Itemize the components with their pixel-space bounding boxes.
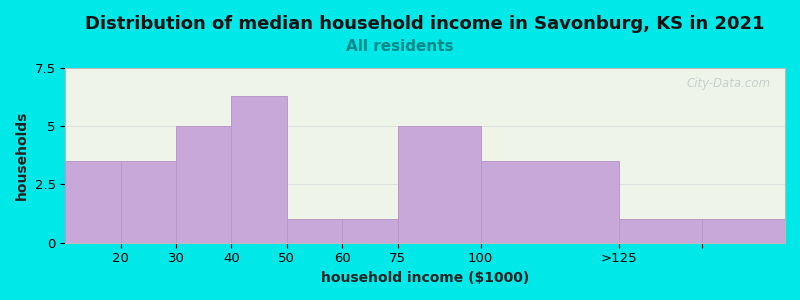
Bar: [66, 161, 121, 243]
Y-axis label: households: households: [15, 111, 29, 200]
Bar: [287, 219, 342, 243]
Bar: [398, 126, 481, 243]
Bar: [121, 161, 176, 243]
Bar: [231, 96, 287, 243]
Text: City-Data.com: City-Data.com: [686, 76, 770, 90]
Bar: [176, 126, 231, 243]
Title: Distribution of median household income in Savonburg, KS in 2021: Distribution of median household income …: [86, 15, 765, 33]
Text: All residents: All residents: [346, 39, 454, 54]
Bar: [619, 219, 702, 243]
X-axis label: household income ($1000): household income ($1000): [321, 271, 530, 285]
Bar: [702, 219, 785, 243]
Bar: [481, 161, 619, 243]
Bar: [342, 219, 398, 243]
